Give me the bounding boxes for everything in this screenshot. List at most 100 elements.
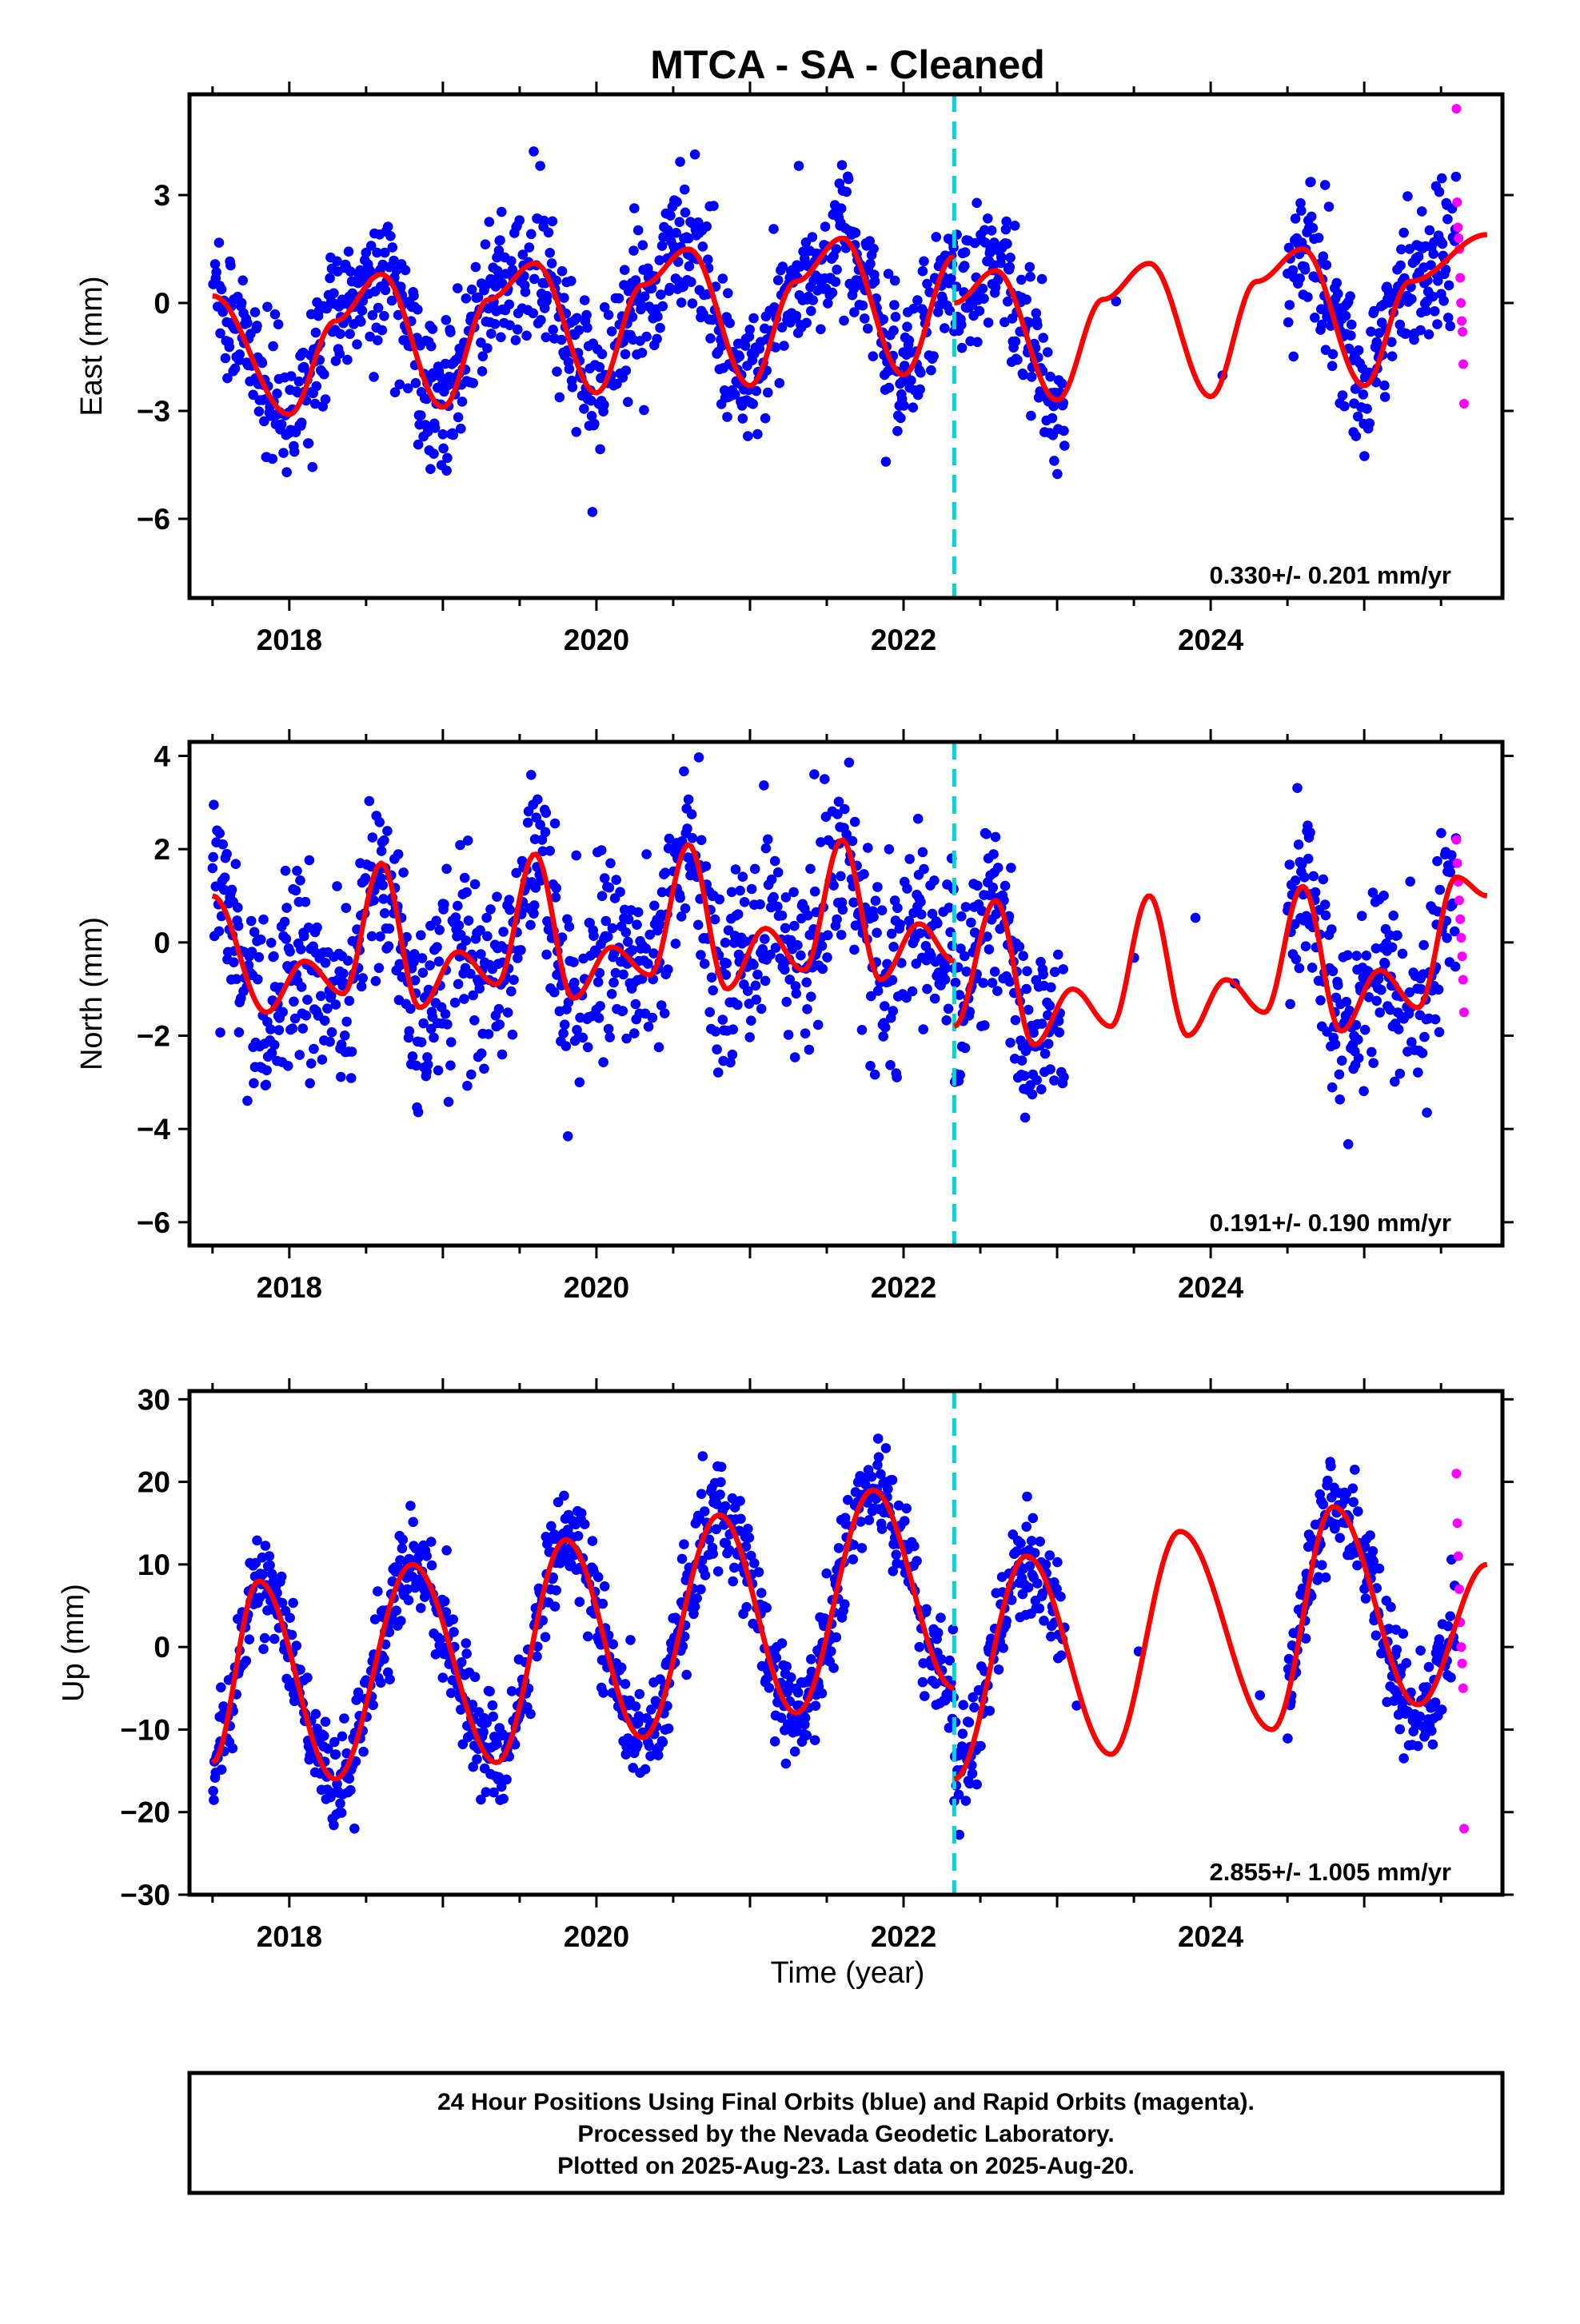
final-orbit-point: [1358, 389, 1369, 400]
final-orbit-point: [536, 315, 546, 325]
final-orbit-point: [1347, 319, 1357, 330]
final-orbit-point: [397, 1534, 409, 1545]
final-orbit-point: [1415, 1645, 1426, 1656]
final-orbit-point: [922, 278, 932, 289]
final-orbit-point: [522, 817, 533, 828]
final-orbit-point: [425, 464, 436, 474]
final-orbit-point: [792, 1687, 804, 1698]
final-orbit-point: [1386, 351, 1398, 362]
final-orbit-point: [587, 1536, 598, 1546]
final-orbit-point: [780, 1758, 792, 1769]
final-orbit-point: [268, 341, 278, 352]
final-orbit-point: [806, 305, 816, 317]
final-orbit-point: [615, 887, 625, 897]
final-orbit-point: [495, 235, 505, 245]
final-orbit-point: [954, 1829, 965, 1840]
final-orbit-point: [513, 953, 523, 963]
final-orbit-point: [345, 1073, 357, 1083]
final-orbit-point: [533, 794, 543, 805]
final-orbit-point: [689, 149, 700, 160]
final-orbit-point: [1386, 1601, 1396, 1612]
final-orbit-point: [408, 1517, 418, 1528]
final-orbit-point: [535, 819, 545, 830]
final-orbit-point: [664, 282, 675, 293]
final-orbit-point: [832, 914, 842, 925]
final-orbit-point: [1427, 1739, 1438, 1750]
final-orbit-point: [1386, 942, 1398, 953]
final-orbit-point: [574, 1077, 585, 1088]
final-orbit-point: [1333, 289, 1343, 299]
final-orbit-point: [683, 794, 694, 805]
final-orbit-point: [1003, 296, 1013, 307]
final-orbit-point: [1337, 390, 1348, 401]
final-orbit-point: [345, 329, 355, 340]
final-orbit-point: [843, 1494, 853, 1505]
y-tick-label: 3: [154, 179, 170, 212]
final-orbit-point: [831, 244, 842, 254]
final-orbit-point: [296, 944, 306, 955]
final-orbit-point: [724, 317, 735, 329]
final-orbit-point: [892, 903, 903, 914]
final-orbit-point: [730, 864, 741, 875]
y-tick-label: −2: [137, 1020, 170, 1053]
final-orbit-point: [448, 1614, 458, 1624]
final-orbit-point: [488, 1711, 498, 1722]
final-orbit-point: [1367, 1546, 1379, 1557]
final-orbit-point: [347, 288, 358, 299]
final-orbit-point: [1368, 1556, 1379, 1567]
final-orbit-point: [524, 242, 535, 253]
final-orbit-point: [322, 1003, 333, 1014]
final-orbit-point: [708, 201, 719, 211]
final-orbit-point: [880, 1022, 891, 1033]
final-orbit-point: [1047, 413, 1058, 424]
final-orbit-point: [748, 959, 759, 971]
final-orbit-point: [1434, 1026, 1445, 1038]
final-orbit-point: [596, 349, 608, 360]
final-orbit-point: [888, 942, 899, 952]
final-orbit-point: [1352, 1560, 1363, 1571]
y-axis-ticks: −6 −3 0 3: [137, 179, 1514, 536]
final-orbit-point: [548, 1572, 558, 1583]
final-orbit-point: [545, 248, 555, 258]
final-orbit-point: [728, 1024, 738, 1034]
final-orbit-point: [1376, 985, 1386, 995]
final-orbit-point: [660, 867, 671, 878]
final-orbit-point: [686, 729, 696, 739]
final-orbit-point: [988, 849, 999, 859]
final-orbit-point: [391, 1605, 402, 1616]
final-orbit-point: [680, 207, 691, 218]
final-orbit-point: [1416, 984, 1426, 995]
final-orbit-point: [1432, 319, 1442, 329]
final-orbit-point: [369, 1614, 381, 1624]
final-orbit-point: [332, 256, 342, 267]
final-orbit-point: [735, 1496, 745, 1506]
final-orbit-point: [1422, 1682, 1432, 1692]
final-orbit-point: [652, 333, 662, 345]
final-orbit-point: [640, 1764, 651, 1775]
final-orbit-point: [885, 1060, 896, 1070]
final-orbit-point: [623, 397, 633, 408]
final-orbit-point: [479, 1063, 489, 1074]
final-orbit-point: [257, 1569, 269, 1580]
final-orbit-point: [908, 402, 919, 413]
final-orbit-point: [493, 1772, 505, 1783]
final-orbit-point: [681, 1669, 692, 1680]
final-orbit-point: [902, 321, 912, 333]
final-orbit-point: [744, 1533, 755, 1543]
final-orbit-point: [800, 1712, 811, 1724]
final-orbit-point: [379, 1653, 389, 1664]
final-orbit-point: [342, 354, 353, 365]
final-orbit-point: [980, 1020, 990, 1030]
final-orbit-point: [902, 883, 912, 894]
final-orbit-point: [377, 325, 388, 336]
final-orbit-point: [262, 1016, 273, 1027]
final-orbit-point: [1424, 225, 1435, 236]
final-orbit-point: [329, 1736, 340, 1748]
final-orbit-point: [887, 975, 898, 986]
final-orbit-point: [706, 972, 717, 983]
final-orbit-point: [1053, 949, 1063, 960]
final-orbit-point: [1445, 1611, 1455, 1621]
final-orbit-point: [1385, 1004, 1395, 1015]
final-orbit-point: [1394, 1724, 1406, 1735]
final-orbit-point: [380, 285, 391, 296]
